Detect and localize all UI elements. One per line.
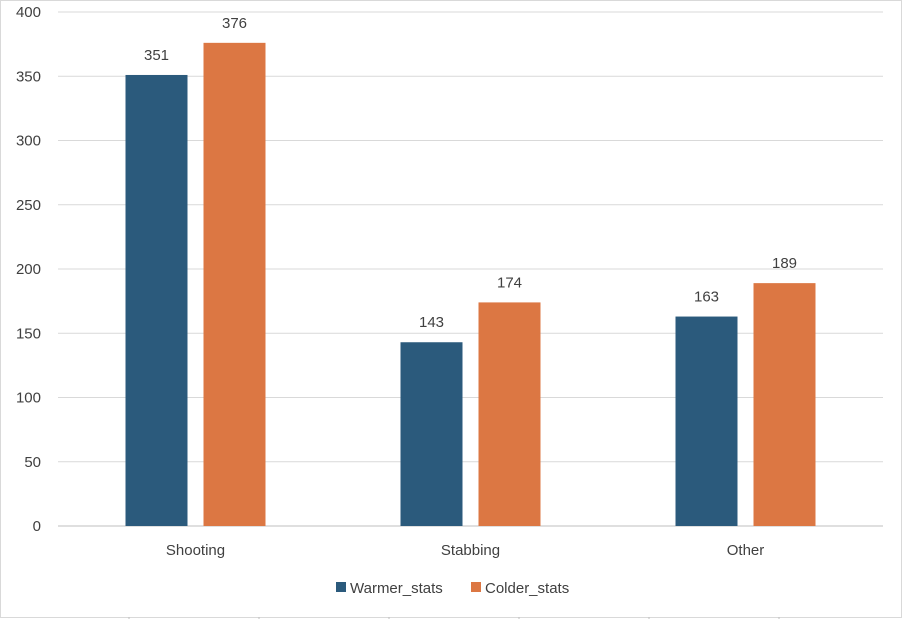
legend: Warmer_stats Colder_stats <box>336 580 569 597</box>
y-axis-ticks: 0 50 100 150 200 250 300 350 400 <box>16 4 41 535</box>
y-tick-label: 0 <box>33 518 41 535</box>
data-labels: 351 376 143 174 163 189 <box>144 15 797 331</box>
data-label: 143 <box>419 314 444 331</box>
y-tick-label: 250 <box>16 197 41 214</box>
bars <box>125 42 816 527</box>
legend-label: Colder_stats <box>485 580 569 597</box>
x-axis-categories: Shooting Stabbing Other <box>166 542 764 559</box>
data-label: 351 <box>144 47 169 64</box>
legend-label: Warmer_stats <box>350 580 443 597</box>
data-label: 189 <box>772 255 797 272</box>
bar-colder-stats-stabbing <box>478 302 541 526</box>
category-label: Other <box>727 542 765 559</box>
bar-colder-stats-shooting <box>203 42 266 527</box>
y-tick-label: 50 <box>24 454 41 471</box>
gridlines <box>58 11 883 619</box>
y-tick-label: 200 <box>16 261 41 278</box>
legend-swatch <box>336 582 346 592</box>
bar-warmer-stats-shooting <box>125 74 188 526</box>
legend-swatch <box>471 582 481 592</box>
y-tick-label: 300 <box>16 133 41 150</box>
category-label: Shooting <box>166 542 225 559</box>
data-label: 174 <box>497 274 522 291</box>
data-label: 376 <box>222 15 247 32</box>
bar-colder-stats-other <box>753 283 816 526</box>
data-label: 163 <box>694 289 719 306</box>
y-tick-label: 400 <box>16 4 41 21</box>
bar-warmer-stats-stabbing <box>400 342 463 526</box>
bar-warmer-stats-other <box>675 316 738 526</box>
y-tick-label: 100 <box>16 390 41 407</box>
y-tick-label: 150 <box>16 325 41 342</box>
y-tick-label: 350 <box>16 68 41 85</box>
category-label: Stabbing <box>441 542 500 559</box>
